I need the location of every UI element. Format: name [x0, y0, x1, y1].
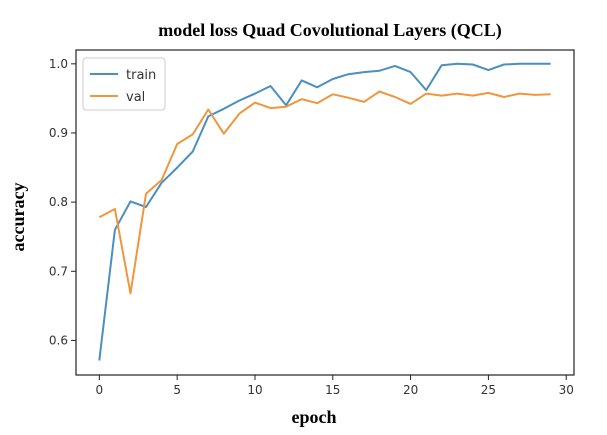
chart-title: model loss Quad Covolutional Layers (QCL… [158, 20, 502, 41]
x-tick-label: 15 [325, 383, 340, 397]
x-tick-label: 5 [173, 383, 181, 397]
x-tick-label: 25 [481, 383, 496, 397]
legend-box [82, 57, 166, 111]
x-tick-label: 0 [96, 383, 104, 397]
y-axis-label: accuracy [8, 183, 28, 252]
y-tick-label: 1.0 [49, 57, 68, 71]
series-line-train [98, 62, 551, 361]
y-tick-label: 0.7 [49, 264, 68, 278]
x-axis-label: epoch [292, 407, 337, 427]
legend-label-train: train [126, 68, 156, 83]
plot-area-frame [75, 49, 575, 376]
x-tick-label: 30 [559, 383, 574, 397]
y-tick-label: 0.9 [49, 126, 68, 140]
series-line-val [98, 90, 551, 295]
y-tick-label: 0.8 [49, 195, 68, 209]
legend-label-val: val [126, 90, 145, 105]
x-tick-label: 20 [403, 383, 418, 397]
y-tick-label: 0.6 [49, 333, 68, 347]
x-tick-label: 10 [247, 383, 262, 397]
